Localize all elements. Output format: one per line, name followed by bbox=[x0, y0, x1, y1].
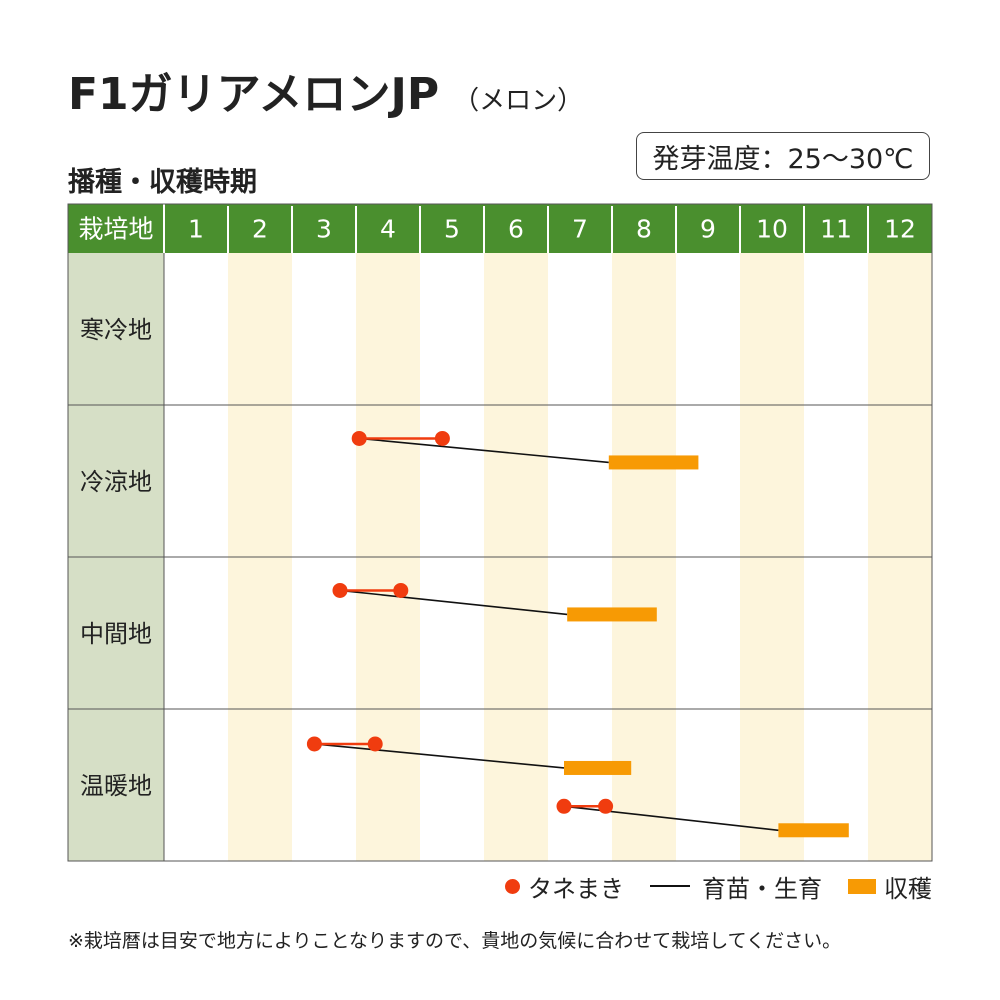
legend-harvest: 収穫 bbox=[848, 869, 932, 904]
growing-line bbox=[314, 743, 565, 769]
sowing-end-point bbox=[367, 736, 383, 752]
month-label: 4 bbox=[380, 215, 396, 244]
sowing-marker-icon bbox=[505, 878, 520, 894]
page-subtitle: （メロン） bbox=[453, 86, 584, 116]
region-label: 冷涼地 bbox=[80, 468, 152, 496]
growing-line-icon bbox=[650, 885, 690, 887]
region-label: 寒冷地 bbox=[80, 316, 152, 344]
month-label: 9 bbox=[700, 215, 716, 244]
sowing-end-point bbox=[598, 798, 614, 814]
harvest-bar bbox=[608, 455, 699, 470]
legend-sowing: タネまき bbox=[505, 869, 624, 904]
month-label: 6 bbox=[508, 215, 524, 244]
month-label: 2 bbox=[252, 215, 268, 244]
month-label: 11 bbox=[820, 215, 852, 244]
harvest-bar bbox=[567, 607, 657, 622]
section-label: 播種・収穫時期 bbox=[68, 167, 257, 198]
harvest-bar bbox=[564, 760, 632, 775]
legend: タネまき 育苗・生育 収穫 bbox=[479, 866, 932, 906]
sowing-end-point bbox=[393, 582, 409, 598]
legend-growing: 育苗・生育 bbox=[650, 869, 822, 904]
month-label: 3 bbox=[316, 215, 332, 244]
sowing-start-point bbox=[351, 430, 367, 446]
month-label: 5 bbox=[444, 215, 460, 244]
legend-sowing-label: タネまき bbox=[528, 874, 624, 903]
sowing-end-point bbox=[434, 430, 450, 446]
legend-harvest-label: 収穫 bbox=[884, 874, 932, 903]
month-label: 1 bbox=[188, 215, 204, 244]
sowing-start-point bbox=[306, 736, 322, 752]
germination-temp-badge: 発芽温度：25～30℃ bbox=[636, 132, 930, 180]
harvest-bar bbox=[778, 823, 849, 838]
month-label: 10 bbox=[756, 215, 788, 244]
sowing-start-point bbox=[556, 798, 572, 814]
page-title: F1ガリアメロンJP （メロン） bbox=[68, 69, 584, 120]
region-label: 温暖地 bbox=[80, 772, 152, 800]
growing-line bbox=[339, 589, 568, 616]
footnote: ※栽培暦は目安で地方によりことなりますので、貴地の気候に合わせて栽培してください… bbox=[68, 930, 842, 952]
header-region-label: 栽培地 bbox=[78, 215, 153, 244]
header-row bbox=[68, 204, 932, 253]
harvest-bar-icon bbox=[848, 878, 876, 894]
sowing-start-point bbox=[332, 582, 348, 598]
legend-growing-label: 育苗・生育 bbox=[702, 874, 822, 903]
month-label: 7 bbox=[572, 215, 588, 244]
chart-border bbox=[67, 203, 933, 862]
growing-line bbox=[359, 437, 609, 464]
region-label: 中間地 bbox=[80, 620, 152, 648]
month-label: 8 bbox=[636, 215, 652, 244]
month-label: 12 bbox=[884, 215, 916, 244]
